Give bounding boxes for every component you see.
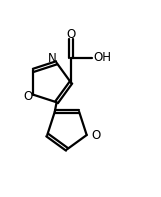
Text: OH: OH [93,51,111,64]
Text: O: O [24,89,33,102]
Text: N: N [48,52,57,65]
Text: O: O [91,128,101,141]
Text: O: O [66,28,76,41]
